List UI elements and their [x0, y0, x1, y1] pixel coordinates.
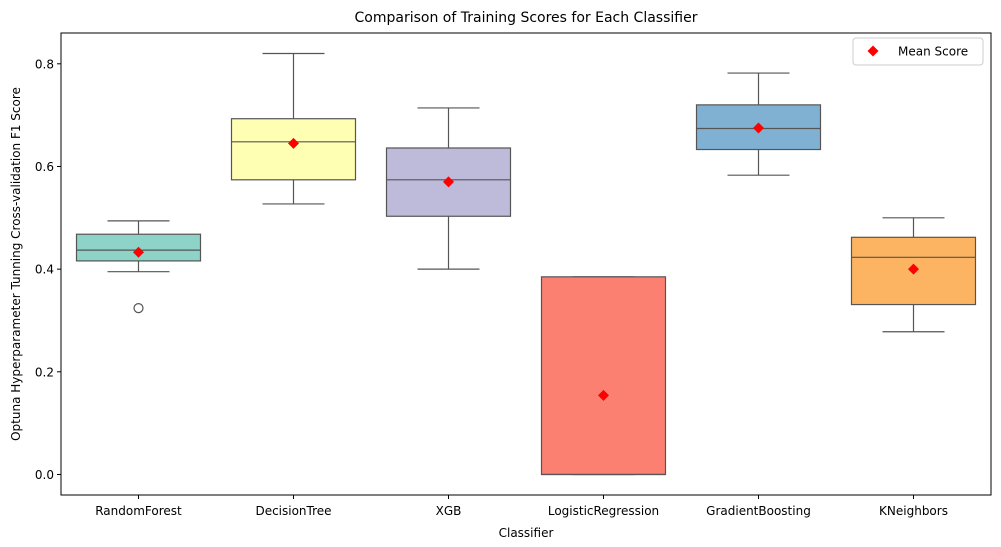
mean-marker: [753, 122, 764, 134]
x-tick-label: KNeighbors: [879, 504, 948, 518]
plot-area: 0.0 0.2 0.4 0.6 0.8 RandomForest DecisionTree X…: [35, 52, 977, 518]
x-tick-label: DecisionTree: [255, 504, 331, 518]
y-tick-label: 0.8: [35, 57, 54, 71]
mean-marker: [443, 176, 454, 188]
mean-marker: [133, 246, 144, 258]
x-tick-label: LogisticRegression: [548, 504, 659, 518]
plot-frame: [60, 32, 992, 496]
legend-box: [852, 37, 984, 66]
legend-label: Mean Score: [898, 45, 968, 59]
mean-marker: [908, 263, 919, 275]
chart-title: Comparison of Training Scores for Each C…: [355, 10, 698, 26]
x-tick-label: GradientBoosting: [706, 504, 811, 518]
y-tick-label: 0.6: [35, 160, 54, 174]
box-XGB: [385, 147, 512, 217]
x-tick-label: XGB: [436, 504, 462, 518]
y-tick-label: 0.4: [35, 263, 54, 277]
mean-marker: [288, 137, 299, 149]
x-tick-label: RandomForest: [95, 504, 182, 518]
y-tick-label: 0.2: [35, 365, 54, 379]
x-axis-label: Classifier: [499, 526, 554, 540]
box-LogisticRegression: [540, 276, 667, 476]
mean-marker: [598, 389, 609, 401]
box-DecisionTree: [230, 118, 357, 181]
legend: Mean Score: [852, 37, 984, 66]
outlier-point: [133, 303, 144, 314]
y-tick-label: 0.0: [35, 468, 54, 482]
y-axis-label: Optuna Hyperparameter Tunning Cross-vali…: [9, 87, 23, 441]
legend-mean-diamond-icon: [867, 45, 879, 57]
